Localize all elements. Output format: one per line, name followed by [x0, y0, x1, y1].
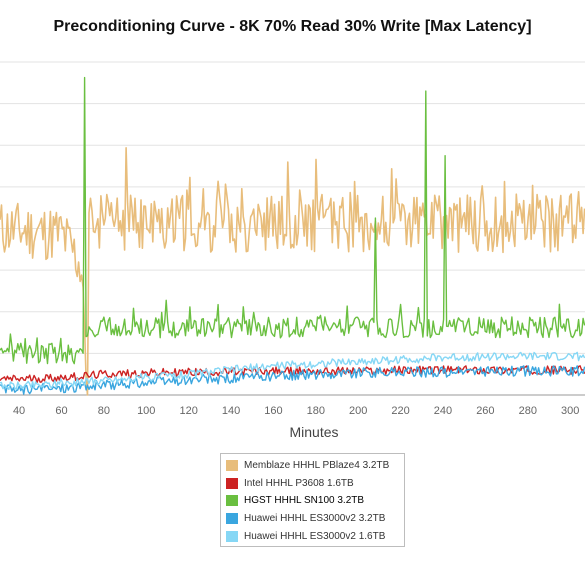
x-tick-label: 260: [476, 405, 494, 417]
series-line-2: [0, 365, 585, 384]
legend-swatch: [226, 513, 238, 525]
legend-label: Huawei HHHL ES3000v2 3.2TB: [244, 513, 386, 525]
x-tick-label: 220: [391, 405, 409, 417]
x-axis-label: Minutes: [289, 424, 339, 440]
legend-swatch: [226, 495, 238, 507]
legend-swatch: [226, 477, 238, 489]
legend-item[interactable]: Huawei HHHL ES3000v2 3.2TB: [226, 510, 399, 528]
legend: Memblaze HHHL PBlaze4 3.2TB Intel HHHL P3…: [220, 453, 405, 547]
legend-label: Huawei HHHL ES3000v2 1.6TB: [244, 530, 386, 542]
x-tick-label: 40: [13, 405, 25, 417]
x-tick-label: 60: [55, 405, 67, 417]
x-tick-label: 240: [434, 405, 452, 417]
x-tick-label: 160: [264, 405, 282, 417]
x-tick-label: 300: [561, 405, 579, 417]
legend-label: Intel HHHL P3608 1.6TB: [244, 477, 354, 489]
x-tick-label: 200: [349, 405, 367, 417]
legend-label: HGST HHHL SN100 3.2TB: [244, 495, 365, 507]
series-line-3: [0, 76, 585, 365]
legend-item[interactable]: Intel HHHL P3608 1.6TB: [226, 475, 399, 493]
x-tick-label: 180: [307, 405, 325, 417]
legend-item[interactable]: HGST HHHL SN100 3.2TB: [226, 492, 399, 510]
x-tick-label: 120: [179, 405, 197, 417]
x-tick-label: 100: [137, 405, 155, 417]
legend-label: Memblaze HHHL PBlaze4 3.2TB: [244, 460, 390, 472]
x-tick-label: 140: [222, 405, 240, 417]
series-line-5: [0, 351, 585, 390]
legend-swatch: [226, 530, 238, 542]
x-tick-label: 280: [519, 405, 537, 417]
legend-item[interactable]: Memblaze HHHL PBlaze4 3.2TB: [226, 457, 399, 475]
x-tick-label: 80: [98, 405, 110, 417]
legend-swatch: [226, 460, 238, 472]
chart-title: Preconditioning Curve - 8K 70% Read 30% …: [53, 18, 532, 35]
series-line-1: [0, 147, 585, 396]
legend-item[interactable]: Huawei HHHL ES3000v2 1.6TB: [226, 527, 399, 545]
